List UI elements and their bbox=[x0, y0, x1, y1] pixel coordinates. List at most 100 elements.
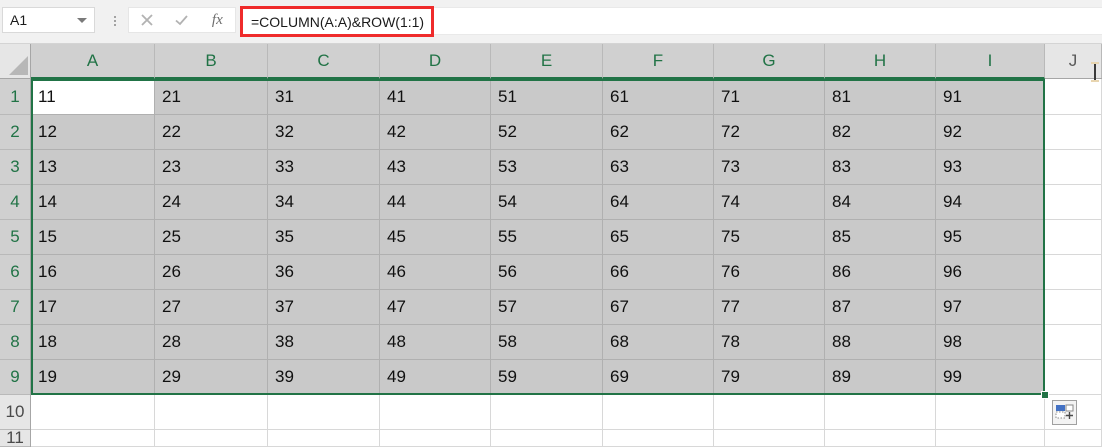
cell-B9[interactable]: 29 bbox=[155, 360, 268, 395]
column-header-i[interactable]: I bbox=[936, 44, 1045, 79]
column-header-h[interactable]: H bbox=[825, 44, 936, 79]
cell-J8[interactable] bbox=[1045, 325, 1102, 360]
cell-A9[interactable]: 19 bbox=[31, 360, 155, 395]
cell-D8[interactable]: 48 bbox=[380, 325, 491, 360]
cell-E3[interactable]: 53 bbox=[491, 150, 603, 185]
cell-J9[interactable] bbox=[1045, 360, 1102, 395]
column-header-f[interactable]: F bbox=[603, 44, 714, 79]
cell-I9[interactable]: 99 bbox=[936, 360, 1045, 395]
cell-C5[interactable]: 35 bbox=[268, 220, 380, 255]
row-header-2[interactable]: 2 bbox=[0, 115, 30, 150]
cell-C4[interactable]: 34 bbox=[268, 185, 380, 220]
cell-H7[interactable]: 87 bbox=[825, 290, 936, 325]
cell-H3[interactable]: 83 bbox=[825, 150, 936, 185]
row-header-9[interactable]: 9 bbox=[0, 360, 30, 395]
cell-J7[interactable] bbox=[1045, 290, 1102, 325]
formula-input-extension[interactable] bbox=[434, 7, 1102, 35]
row-header-6[interactable]: 6 bbox=[0, 255, 30, 290]
cell-E8[interactable]: 58 bbox=[491, 325, 603, 360]
cell-D4[interactable]: 44 bbox=[380, 185, 491, 220]
row-header-7[interactable]: 7 bbox=[0, 290, 30, 325]
confirm-check-icon[interactable] bbox=[164, 8, 199, 32]
cell-H11[interactable] bbox=[825, 430, 936, 447]
cell-G7[interactable]: 77 bbox=[714, 290, 825, 325]
cell-A10[interactable] bbox=[31, 395, 155, 430]
cell-F7[interactable]: 67 bbox=[603, 290, 714, 325]
quick-analysis-icon[interactable] bbox=[1052, 400, 1077, 425]
row-header-3[interactable]: 3 bbox=[0, 150, 30, 185]
cell-D7[interactable]: 47 bbox=[380, 290, 491, 325]
cell-E5[interactable]: 55 bbox=[491, 220, 603, 255]
cell-C8[interactable]: 38 bbox=[268, 325, 380, 360]
row-header-4[interactable]: 4 bbox=[0, 185, 30, 220]
cell-I4[interactable]: 94 bbox=[936, 185, 1045, 220]
cell-H10[interactable] bbox=[825, 395, 936, 430]
cell-G10[interactable] bbox=[714, 395, 825, 430]
cell-J1[interactable] bbox=[1045, 79, 1102, 115]
cell-E11[interactable] bbox=[491, 430, 603, 447]
cell-B10[interactable] bbox=[155, 395, 268, 430]
formula-input[interactable]: =COLUMN(A:A)&ROW(1:1) bbox=[251, 13, 425, 30]
cell-E4[interactable]: 54 bbox=[491, 185, 603, 220]
cell-H8[interactable]: 88 bbox=[825, 325, 936, 360]
cell-F1[interactable]: 61 bbox=[603, 79, 714, 115]
cell-A4[interactable]: 14 bbox=[31, 185, 155, 220]
cell-A6[interactable]: 16 bbox=[31, 255, 155, 290]
cell-D10[interactable] bbox=[380, 395, 491, 430]
cell-C11[interactable] bbox=[268, 430, 380, 447]
cell-E1[interactable]: 51 bbox=[491, 79, 603, 115]
cell-F9[interactable]: 69 bbox=[603, 360, 714, 395]
cell-B3[interactable]: 23 bbox=[155, 150, 268, 185]
cell-A11[interactable] bbox=[31, 430, 155, 447]
cell-J5[interactable] bbox=[1045, 220, 1102, 255]
cell-I1[interactable]: 91 bbox=[936, 79, 1045, 115]
cell-A8[interactable]: 18 bbox=[31, 325, 155, 360]
cell-G1[interactable]: 71 bbox=[714, 79, 825, 115]
cell-C7[interactable]: 37 bbox=[268, 290, 380, 325]
cell-J4[interactable] bbox=[1045, 185, 1102, 220]
cell-F11[interactable] bbox=[603, 430, 714, 447]
fill-handle-square[interactable] bbox=[1041, 391, 1049, 399]
name-box[interactable]: A1 bbox=[2, 7, 95, 33]
cell-E7[interactable]: 57 bbox=[491, 290, 603, 325]
cell-E6[interactable]: 56 bbox=[491, 255, 603, 290]
cell-D1[interactable]: 41 bbox=[380, 79, 491, 115]
cell-E10[interactable] bbox=[491, 395, 603, 430]
cell-G6[interactable]: 76 bbox=[714, 255, 825, 290]
cell-I7[interactable]: 97 bbox=[936, 290, 1045, 325]
cell-A5[interactable]: 15 bbox=[31, 220, 155, 255]
row-header-11[interactable]: 11 bbox=[0, 428, 30, 447]
cell-B6[interactable]: 26 bbox=[155, 255, 268, 290]
row-header-8[interactable]: 8 bbox=[0, 325, 30, 360]
cell-H4[interactable]: 84 bbox=[825, 185, 936, 220]
cell-I11[interactable] bbox=[936, 430, 1045, 447]
fx-insert-function-icon[interactable]: fx bbox=[200, 8, 235, 32]
cell-B4[interactable]: 24 bbox=[155, 185, 268, 220]
cell-D11[interactable] bbox=[380, 430, 491, 447]
cell-C3[interactable]: 33 bbox=[268, 150, 380, 185]
cell-F5[interactable]: 65 bbox=[603, 220, 714, 255]
cell-D6[interactable]: 46 bbox=[380, 255, 491, 290]
cell-A3[interactable]: 13 bbox=[31, 150, 155, 185]
cell-B5[interactable]: 25 bbox=[155, 220, 268, 255]
cell-B1[interactable]: 21 bbox=[155, 79, 268, 115]
cell-D3[interactable]: 43 bbox=[380, 150, 491, 185]
cancel-x-icon[interactable] bbox=[129, 8, 164, 32]
cell-H6[interactable]: 86 bbox=[825, 255, 936, 290]
column-header-j[interactable]: J bbox=[1045, 44, 1102, 78]
cell-I6[interactable]: 96 bbox=[936, 255, 1045, 290]
cell-F2[interactable]: 62 bbox=[603, 115, 714, 150]
cell-B11[interactable] bbox=[155, 430, 268, 447]
cell-G5[interactable]: 75 bbox=[714, 220, 825, 255]
cell-J6[interactable] bbox=[1045, 255, 1102, 290]
cell-J3[interactable] bbox=[1045, 150, 1102, 185]
cell-B7[interactable]: 27 bbox=[155, 290, 268, 325]
cell-I5[interactable]: 95 bbox=[936, 220, 1045, 255]
cell-H5[interactable]: 85 bbox=[825, 220, 936, 255]
cell-D2[interactable]: 42 bbox=[380, 115, 491, 150]
cell-G9[interactable]: 79 bbox=[714, 360, 825, 395]
column-header-g[interactable]: G bbox=[714, 44, 825, 79]
cell-A1[interactable]: 11 bbox=[31, 79, 155, 115]
cell-D9[interactable]: 49 bbox=[380, 360, 491, 395]
cell-A7[interactable]: 17 bbox=[31, 290, 155, 325]
